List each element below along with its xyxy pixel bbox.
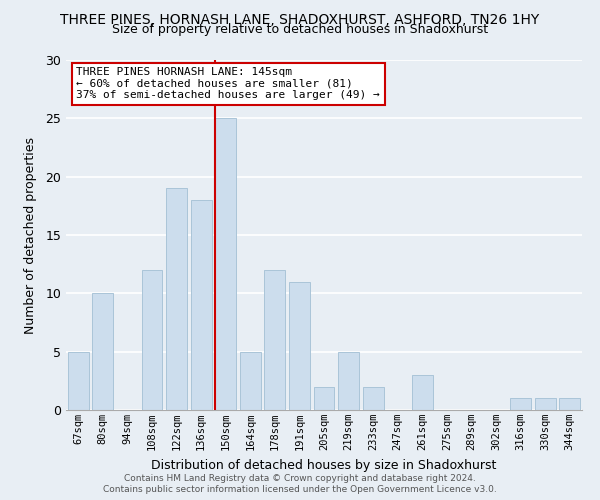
Bar [142, 270, 163, 410]
Bar [338, 352, 359, 410]
Bar [240, 352, 261, 410]
Y-axis label: Number of detached properties: Number of detached properties [24, 136, 37, 334]
Bar [314, 386, 334, 410]
Bar [68, 352, 89, 410]
Text: Contains HM Land Registry data © Crown copyright and database right 2024.
Contai: Contains HM Land Registry data © Crown c… [103, 474, 497, 494]
Bar [535, 398, 556, 410]
Bar [215, 118, 236, 410]
Bar [559, 398, 580, 410]
Bar [265, 270, 286, 410]
Text: THREE PINES, HORNASH LANE, SHADOXHURST, ASHFORD, TN26 1HY: THREE PINES, HORNASH LANE, SHADOXHURST, … [61, 12, 539, 26]
Bar [92, 294, 113, 410]
Text: Size of property relative to detached houses in Shadoxhurst: Size of property relative to detached ho… [112, 24, 488, 36]
Bar [510, 398, 531, 410]
Text: THREE PINES HORNASH LANE: 145sqm
← 60% of detached houses are smaller (81)
37% o: THREE PINES HORNASH LANE: 145sqm ← 60% o… [76, 67, 380, 100]
X-axis label: Distribution of detached houses by size in Shadoxhurst: Distribution of detached houses by size … [151, 458, 497, 471]
Bar [191, 200, 212, 410]
Bar [412, 375, 433, 410]
Bar [362, 386, 383, 410]
Bar [289, 282, 310, 410]
Bar [166, 188, 187, 410]
